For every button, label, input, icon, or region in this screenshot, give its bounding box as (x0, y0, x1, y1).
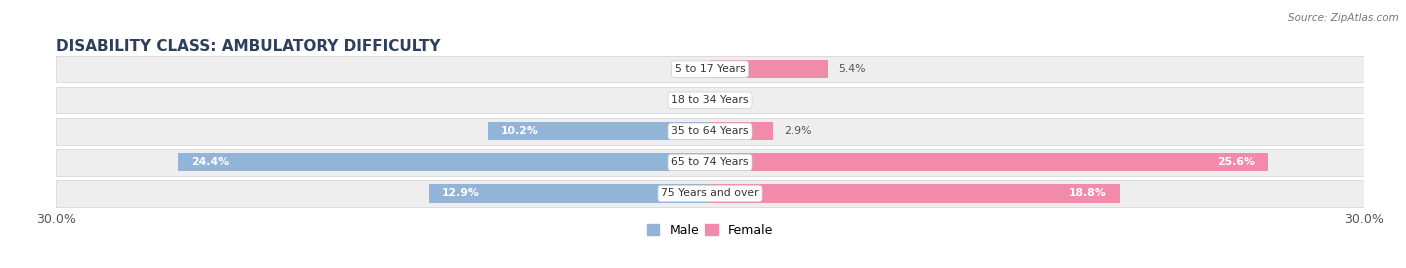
Bar (56, 149, 1364, 176)
Bar (488, 122, 710, 140)
Bar (710, 122, 773, 140)
Text: 18.8%: 18.8% (1069, 188, 1107, 199)
Bar (56, 118, 1364, 144)
Text: 65 to 74 Years: 65 to 74 Years (671, 157, 749, 168)
Bar (56, 180, 1364, 207)
Text: 75 Years and over: 75 Years and over (661, 188, 759, 199)
Text: 10.2%: 10.2% (501, 126, 538, 136)
Text: Source: ZipAtlas.com: Source: ZipAtlas.com (1288, 13, 1399, 23)
Bar (56, 56, 1364, 82)
Text: 0.0%: 0.0% (672, 95, 699, 105)
Legend: Male, Female: Male, Female (647, 224, 773, 237)
Text: 35 to 64 Years: 35 to 64 Years (671, 126, 749, 136)
Text: 24.4%: 24.4% (191, 157, 229, 168)
Text: DISABILITY CLASS: AMBULATORY DIFFICULTY: DISABILITY CLASS: AMBULATORY DIFFICULTY (56, 39, 440, 54)
Text: 5 to 17 Years: 5 to 17 Years (675, 64, 745, 74)
Text: 18 to 34 Years: 18 to 34 Years (671, 95, 749, 105)
Bar (710, 153, 1268, 172)
Bar (710, 184, 1119, 203)
Text: 0.0%: 0.0% (672, 64, 699, 74)
Text: 2.9%: 2.9% (785, 126, 811, 136)
Bar (56, 87, 1364, 113)
Bar (429, 184, 710, 203)
Bar (710, 60, 828, 78)
Text: 5.4%: 5.4% (838, 64, 866, 74)
Text: 12.9%: 12.9% (441, 188, 479, 199)
Text: 25.6%: 25.6% (1216, 157, 1256, 168)
Bar (179, 153, 710, 172)
Text: 0.0%: 0.0% (721, 95, 748, 105)
